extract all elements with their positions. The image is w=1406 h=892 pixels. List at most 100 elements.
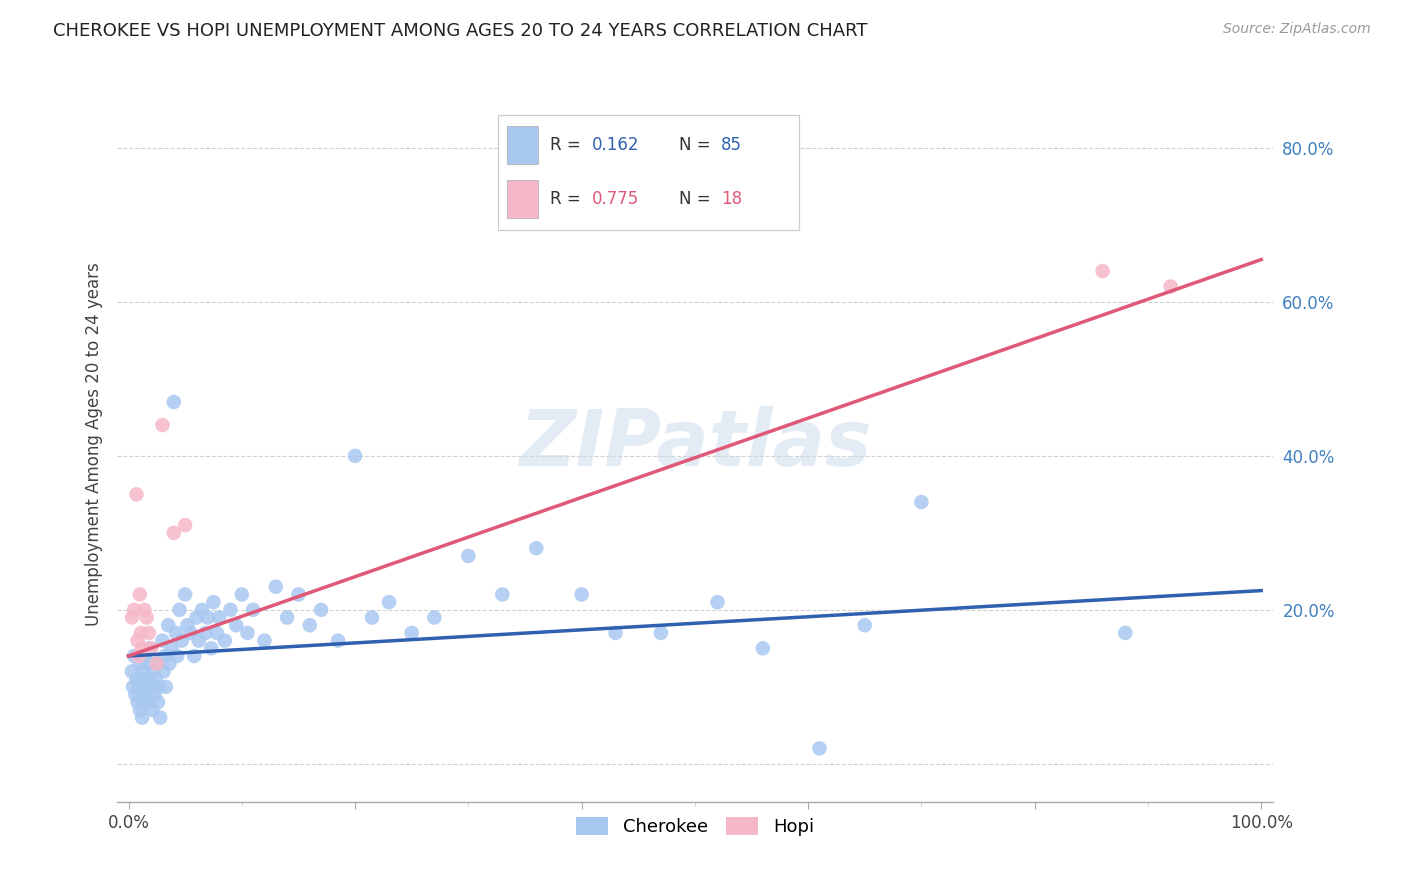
Point (571, 587, 593, 601)
Point (145, 672, 167, 686)
Point (129, 626, 152, 640)
Point (157, 618, 180, 632)
Point (127, 695, 149, 709)
Point (423, 610, 446, 624)
Point (121, 665, 143, 679)
Point (287, 587, 309, 601)
Point (125, 487, 148, 501)
Point (264, 580, 287, 594)
Point (1114, 626, 1136, 640)
Point (197, 610, 219, 624)
Point (309, 603, 332, 617)
Point (152, 418, 174, 433)
Point (155, 680, 177, 694)
Point (129, 672, 152, 686)
Point (276, 610, 298, 624)
Point (180, 626, 202, 640)
Point (129, 688, 152, 702)
Point (141, 680, 163, 694)
Point (1091, 264, 1114, 278)
Point (242, 603, 264, 617)
Point (344, 449, 367, 463)
Point (125, 672, 148, 686)
Point (236, 626, 259, 640)
Point (910, 495, 932, 509)
Point (214, 633, 236, 648)
Point (135, 610, 157, 624)
Point (136, 672, 159, 686)
Point (298, 618, 321, 632)
Point (135, 688, 157, 702)
Point (326, 633, 349, 648)
Point (491, 587, 513, 601)
Point (153, 648, 176, 663)
Y-axis label: Unemployment Among Ages 20 to 24 years: Unemployment Among Ages 20 to 24 years (86, 262, 103, 626)
Legend: Cherokee, Hopi: Cherokee, Hopi (568, 810, 821, 843)
Point (139, 641, 162, 656)
Point (134, 680, 156, 694)
Point (361, 610, 384, 624)
Point (128, 657, 150, 671)
Point (134, 603, 156, 617)
Point (122, 648, 145, 663)
Text: ZIPatlas: ZIPatlas (519, 407, 870, 483)
Point (146, 695, 169, 709)
Point (202, 595, 225, 609)
Point (124, 688, 146, 702)
Point (148, 680, 170, 694)
Point (186, 610, 208, 624)
Point (149, 710, 172, 724)
Point (194, 626, 217, 640)
Point (146, 657, 169, 671)
Point (253, 633, 276, 648)
Text: Source: ZipAtlas.com: Source: ZipAtlas.com (1223, 22, 1371, 37)
Point (163, 525, 186, 540)
Point (650, 626, 672, 640)
Point (231, 587, 253, 601)
Point (401, 626, 423, 640)
Point (131, 641, 153, 656)
Point (706, 595, 728, 609)
Point (141, 703, 163, 717)
Point (187, 633, 209, 648)
Point (853, 618, 876, 632)
Text: CHEROKEE VS HOPI UNEMPLOYMENT AMONG AGES 20 TO 24 YEARS CORRELATION CHART: CHEROKEE VS HOPI UNEMPLOYMENT AMONG AGES… (53, 22, 868, 40)
Point (127, 633, 149, 648)
Point (152, 665, 174, 679)
Point (128, 703, 150, 717)
Point (605, 626, 627, 640)
Point (163, 395, 186, 409)
Point (808, 741, 831, 756)
Point (138, 695, 160, 709)
Point (174, 587, 197, 601)
Point (152, 633, 174, 648)
Point (132, 665, 155, 679)
Point (170, 633, 193, 648)
Point (205, 626, 228, 640)
Point (146, 657, 169, 671)
Point (138, 626, 160, 640)
Point (176, 618, 198, 632)
Point (752, 641, 775, 656)
Point (134, 648, 156, 663)
Point (128, 587, 150, 601)
Point (128, 680, 150, 694)
Point (122, 603, 145, 617)
Point (138, 657, 160, 671)
Point (142, 665, 165, 679)
Point (141, 641, 163, 656)
Point (457, 549, 479, 563)
Point (134, 695, 156, 709)
Point (169, 603, 191, 617)
Point (191, 603, 214, 617)
Point (174, 518, 197, 533)
Point (122, 680, 145, 694)
Point (378, 595, 401, 609)
Point (166, 648, 188, 663)
Point (1160, 279, 1182, 293)
Point (143, 688, 166, 702)
Point (225, 618, 247, 632)
Point (121, 610, 143, 624)
Point (128, 648, 150, 663)
Point (157, 657, 180, 671)
